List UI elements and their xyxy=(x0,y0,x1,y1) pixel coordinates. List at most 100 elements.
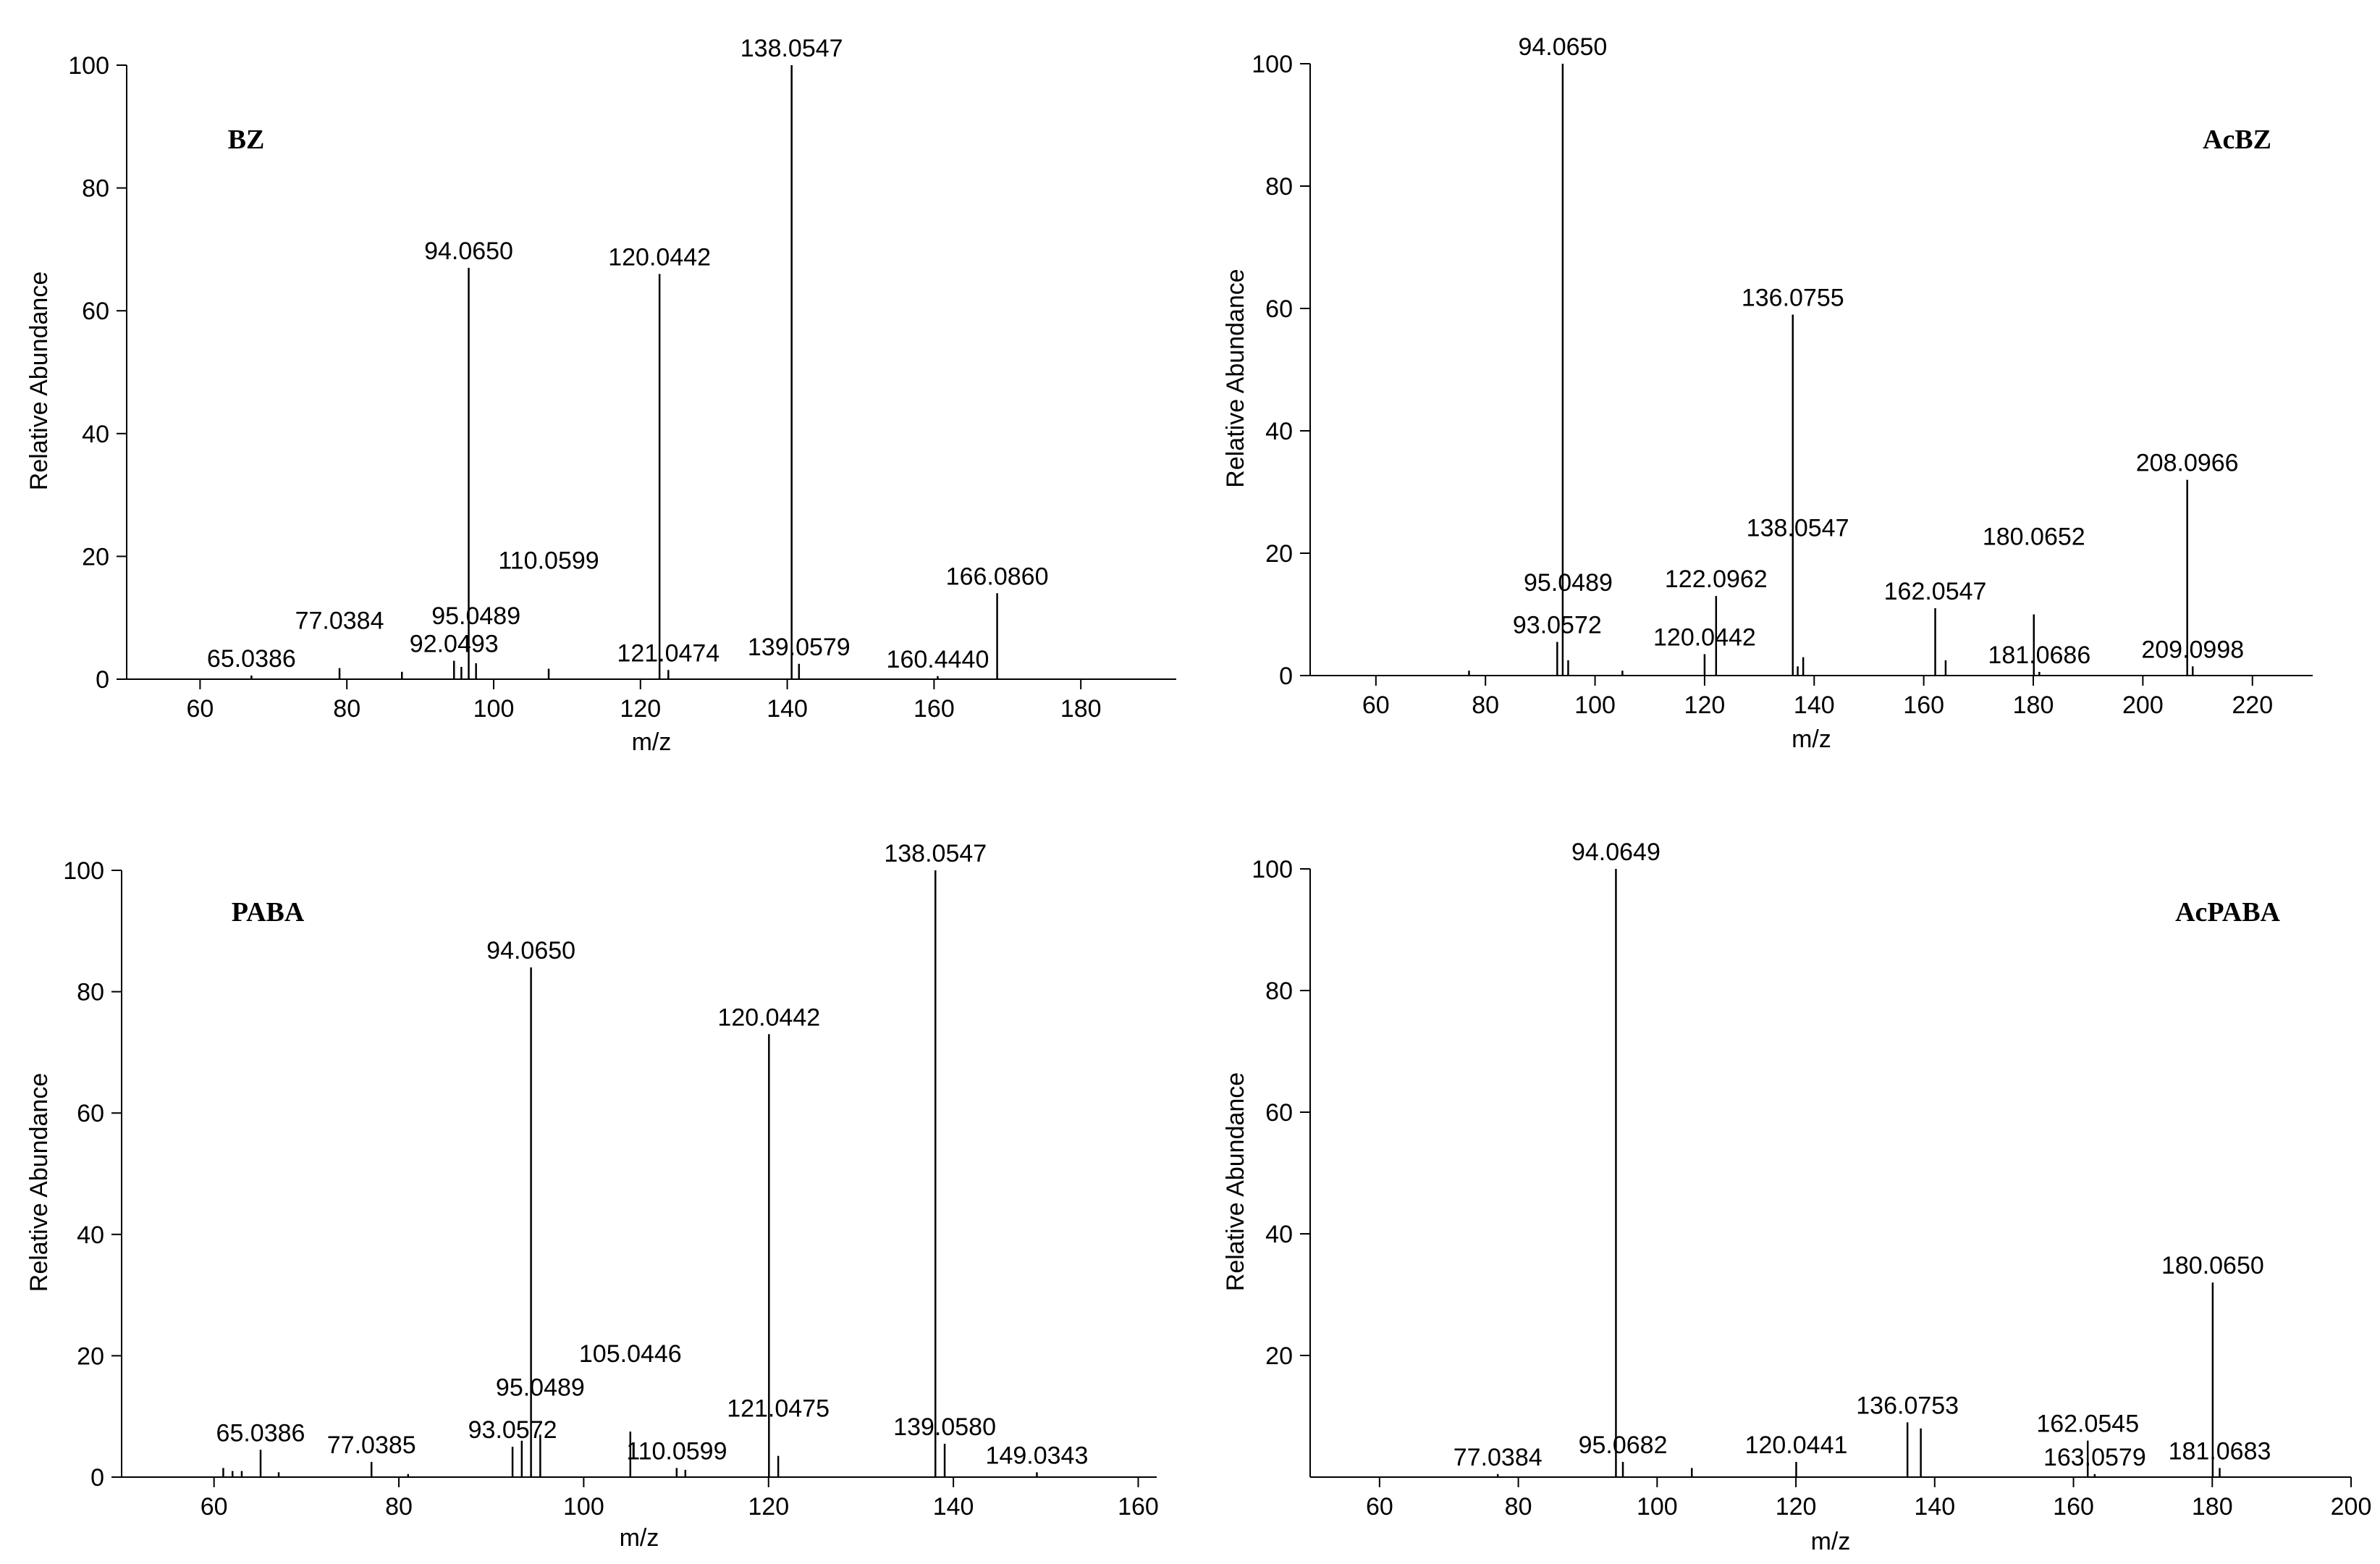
peak-label: 92.0493 xyxy=(410,631,499,658)
y-tick-label: 80 xyxy=(77,979,104,1006)
x-tick-label: 80 xyxy=(1505,1493,1532,1521)
y-tick-label: 80 xyxy=(82,175,109,203)
y-tick-label: 20 xyxy=(77,1342,104,1370)
y-tick-label: 0 xyxy=(1279,663,1293,690)
y-tick-label: 80 xyxy=(1265,978,1293,1005)
y-tick-label: 100 xyxy=(1252,51,1293,78)
x-tick-label: 80 xyxy=(385,1493,413,1521)
y-tick-label: 60 xyxy=(77,1100,104,1127)
y-axis-title: Relative Abundance xyxy=(25,1073,53,1292)
peak-label: 138.0547 xyxy=(740,35,843,62)
x-tick-label: 120 xyxy=(1776,1493,1817,1521)
compound-label: BZ xyxy=(228,125,265,155)
peak-label: 95.0489 xyxy=(496,1374,585,1401)
y-axis-title: Relative Abundance xyxy=(1222,269,1249,487)
peak-label: 136.0753 xyxy=(1856,1392,1959,1419)
peak-label: 120.0442 xyxy=(608,243,711,271)
peak-label: 65.0386 xyxy=(207,645,296,673)
compound-label: AcBZ xyxy=(2203,125,2271,155)
peak-label: 105.0446 xyxy=(579,1340,682,1368)
y-tick-label: 60 xyxy=(1265,1099,1293,1127)
y-tick-label: 100 xyxy=(1252,856,1293,883)
y-axis-title: Relative Abundance xyxy=(1222,1072,1249,1291)
peak-label: 121.0475 xyxy=(727,1395,830,1423)
panel-acpaba: 20 40 60 80 100 60 80 100 120 140 160 180 200 Relativ… xyxy=(1222,838,2371,1555)
y-tick-label: 40 xyxy=(1265,1221,1293,1248)
y-tick-label: 100 xyxy=(68,52,109,80)
peak-label: 95.0489 xyxy=(431,602,520,630)
peak-label: 120.0442 xyxy=(717,1004,820,1031)
x-tick-label: 60 xyxy=(1366,1493,1393,1521)
x-tick-label: 180 xyxy=(2192,1493,2233,1521)
peak-label: 93.0572 xyxy=(1513,612,1602,639)
peak-label: 163.0579 xyxy=(2043,1444,2146,1471)
x-tick-label: 140 xyxy=(1914,1493,1955,1521)
y-tick-label: 0 xyxy=(96,666,109,694)
x-tick-label: 180 xyxy=(1060,695,1102,723)
panel-paba: 0 20 40 60 80 100 60 80 100 120 140 160 Relative Abu… xyxy=(25,840,1159,1552)
compound-label: PABA xyxy=(232,897,305,928)
peak-label: 166.0860 xyxy=(946,563,1049,590)
x-tick-label: 140 xyxy=(1794,691,1835,719)
y-tick-label: 0 xyxy=(90,1464,104,1492)
x-tick-label: 120 xyxy=(1684,691,1726,719)
y-tick-label: 20 xyxy=(82,543,109,571)
x-tick-label: 100 xyxy=(563,1493,604,1521)
peak-label: 110.0599 xyxy=(498,547,599,575)
x-tick-label: 120 xyxy=(748,1493,789,1521)
compound-label: AcPABA xyxy=(2175,897,2280,928)
panel-bz: 0 20 40 60 80 100 60 80 100 120 140 160 180 Relative … xyxy=(25,35,1176,756)
peak-label: 181.0686 xyxy=(1988,642,2090,669)
x-tick-label: 200 xyxy=(2331,1493,2372,1521)
peak-label: 110.0599 xyxy=(626,1437,727,1465)
y-axis-title: Relative Abundance xyxy=(25,272,53,490)
peak-label: 94.0650 xyxy=(486,937,575,964)
x-tick-label: 100 xyxy=(473,695,515,723)
peak-label: 208.0966 xyxy=(2136,450,2239,477)
y-tick-label: 100 xyxy=(63,857,104,885)
peak-label: 209.0998 xyxy=(2141,636,2244,663)
x-tick-label: 180 xyxy=(2013,691,2054,719)
x-tick-label: 140 xyxy=(933,1493,974,1521)
peak-label: 180.0652 xyxy=(1983,524,2085,551)
x-tick-label: 100 xyxy=(1574,691,1616,719)
y-tick-label: 20 xyxy=(1265,540,1293,568)
peak-label: 139.0579 xyxy=(748,634,851,661)
peak-label: 138.0547 xyxy=(884,840,987,867)
x-tick-label: 160 xyxy=(1903,691,1944,719)
peak-label: 162.0547 xyxy=(1884,578,1987,605)
x-tick-label: 60 xyxy=(201,1493,228,1521)
x-tick-label: 220 xyxy=(2232,691,2273,719)
y-tick-label: 60 xyxy=(82,298,109,325)
y-tick-label: 80 xyxy=(1265,173,1293,201)
peak-label: 139.0580 xyxy=(893,1413,996,1441)
peak-label: 94.0650 xyxy=(424,237,513,265)
x-axis-title: m/z xyxy=(620,1524,659,1552)
peak-label: 95.0682 xyxy=(1579,1431,1668,1459)
x-axis-title: m/z xyxy=(632,728,672,756)
x-tick-label: 80 xyxy=(1472,691,1499,719)
x-axis-title: m/z xyxy=(1811,1528,1851,1555)
peak-label: 122.0962 xyxy=(1665,566,1768,593)
x-tick-label: 120 xyxy=(620,695,661,723)
peak-label: 181.0683 xyxy=(2169,1437,2271,1465)
peak-label: 160.4440 xyxy=(887,646,989,673)
x-tick-label: 160 xyxy=(1118,1493,1159,1521)
y-tick-label: 60 xyxy=(1265,295,1293,323)
peak-label: 149.0343 xyxy=(986,1442,1089,1469)
x-tick-label: 60 xyxy=(1362,691,1390,719)
x-tick-label: 200 xyxy=(2122,691,2164,719)
x-tick-label: 160 xyxy=(2053,1493,2094,1521)
peak-label: 162.0545 xyxy=(2036,1410,2139,1438)
x-tick-label: 80 xyxy=(333,695,360,723)
peak-label: 93.0572 xyxy=(468,1416,557,1444)
peak-label: 121.0474 xyxy=(617,639,720,667)
peak-label: 95.0489 xyxy=(1524,569,1613,597)
y-tick-label: 40 xyxy=(1265,418,1293,445)
y-tick-label: 40 xyxy=(82,421,109,448)
y-tick-label: 20 xyxy=(1265,1342,1293,1370)
x-tick-label: 100 xyxy=(1637,1493,1678,1521)
x-tick-label: 160 xyxy=(913,695,955,723)
peak-label: 120.0442 xyxy=(1653,623,1756,651)
